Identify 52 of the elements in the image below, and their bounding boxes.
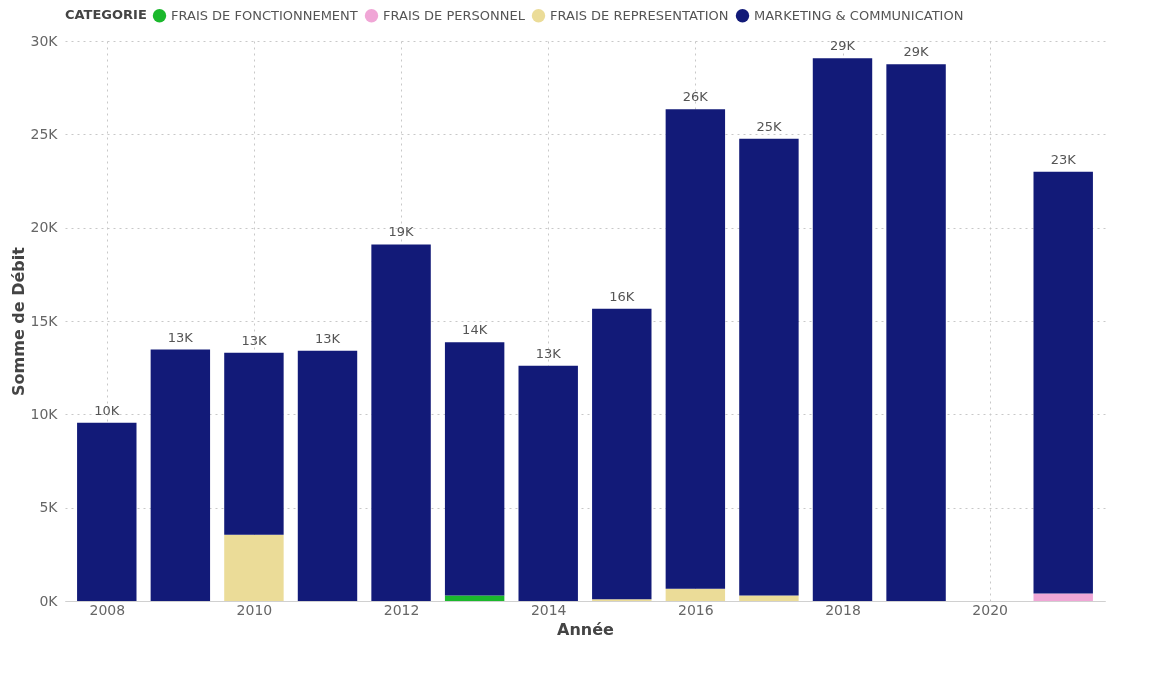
total-label: 13K <box>167 329 194 345</box>
total-label: 29K <box>903 44 930 60</box>
bar <box>444 342 505 596</box>
total-label: 13K <box>314 330 341 346</box>
total-label: 26K <box>682 89 709 105</box>
total-label: 29K <box>829 38 856 54</box>
bar <box>665 109 726 589</box>
total-label: 13K <box>241 332 267 348</box>
legend-label: MARKETING & COMMUNICATION <box>754 7 964 23</box>
x-tick-label: 2008 <box>89 601 126 618</box>
x-tick-label: 2020 <box>972 601 1008 618</box>
bar <box>297 350 358 601</box>
total-label: 10K <box>94 402 120 418</box>
bar <box>224 352 284 535</box>
legend-label: FRAIS DE REPRESENTATION <box>550 7 729 23</box>
bar <box>77 422 137 601</box>
total-label: 25K <box>756 118 782 134</box>
y-tick-label: 5K <box>39 499 59 516</box>
y-tick-label: 10K <box>30 405 59 422</box>
y-tick-label: 0K <box>39 592 59 609</box>
bar <box>812 58 873 601</box>
y-tick-label: 25K <box>30 125 59 142</box>
total-label: 14K <box>462 322 488 338</box>
x-tick-label: 2016 <box>678 601 714 618</box>
bar <box>224 534 284 601</box>
bar <box>592 308 652 600</box>
x-tick-label: 2014 <box>530 601 567 618</box>
y-tick-label: 30K <box>30 32 59 49</box>
total-label: 16K <box>609 288 635 304</box>
bar <box>886 64 946 601</box>
bar <box>739 595 799 601</box>
x-tick-label: 2010 <box>236 601 273 618</box>
y-tick-label: 20K <box>30 219 59 236</box>
total-label: 23K <box>1050 151 1077 167</box>
y-axis-title: Somme de Débit <box>8 246 28 396</box>
bar <box>371 244 431 601</box>
bar <box>1033 593 1093 601</box>
bar <box>518 365 578 601</box>
bar <box>739 138 799 596</box>
total-label: 13K <box>535 345 562 361</box>
x-tick-label: 2012 <box>383 601 420 618</box>
x-axis-title: Année <box>557 619 615 639</box>
x-tick-label: 2018 <box>825 601 861 618</box>
bar <box>444 595 505 601</box>
bar <box>150 349 211 601</box>
bar <box>665 588 726 601</box>
legend-title: CATEGORIE <box>65 7 147 22</box>
legend-label: FRAIS DE PERSONNEL <box>383 7 526 23</box>
legend-label: FRAIS DE FONCTIONNEMENT <box>171 7 358 23</box>
total-label: 19K <box>388 224 415 240</box>
bar <box>1033 171 1093 594</box>
y-tick-label: 15K <box>30 312 59 329</box>
